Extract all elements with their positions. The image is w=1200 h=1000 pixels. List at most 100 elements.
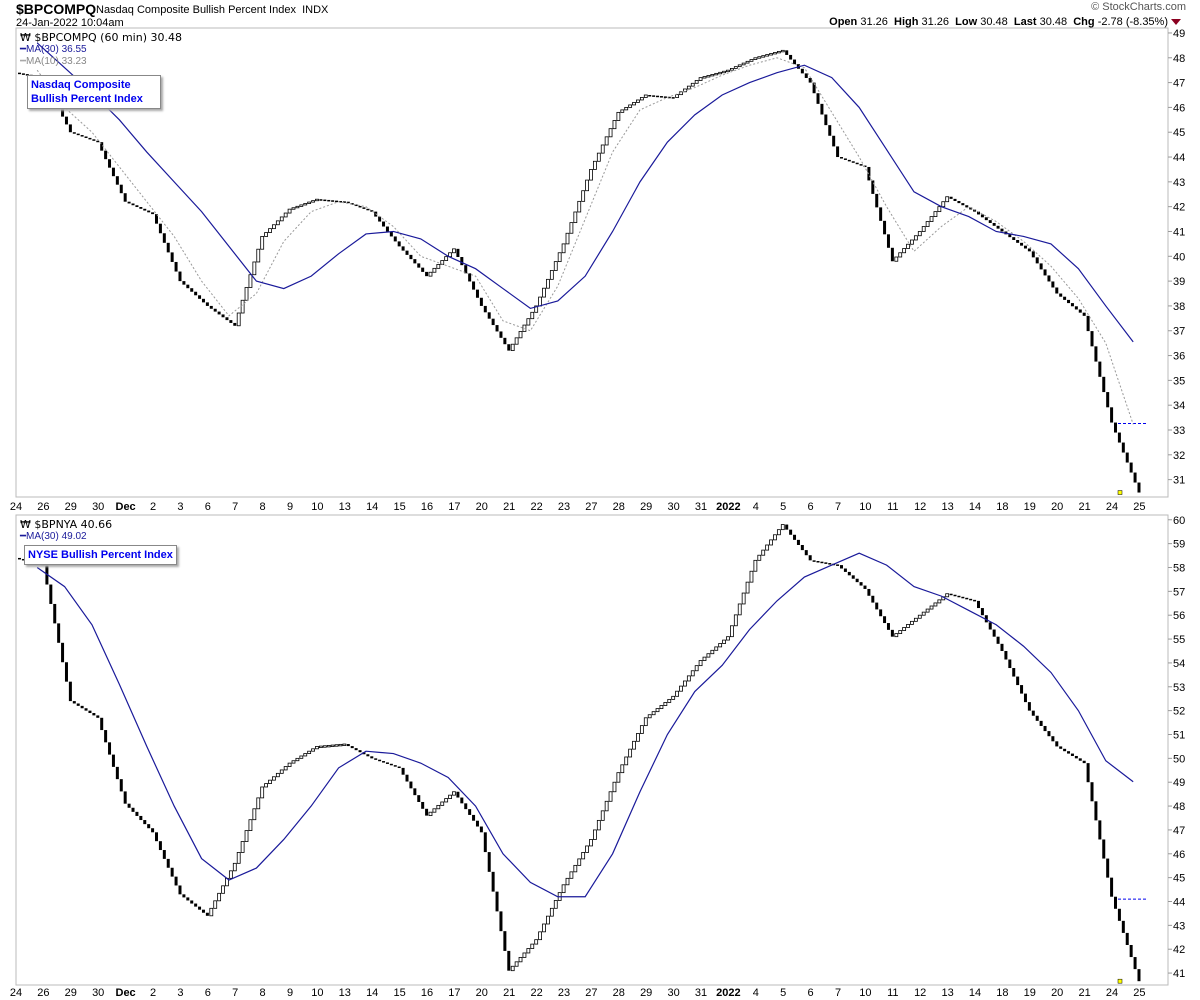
panel-1-xtick-label: 4 [753, 987, 759, 999]
panel-1-price-bar [1133, 957, 1137, 970]
panel-0-price-bar [491, 318, 495, 326]
panel-1-price-bar [569, 871, 574, 879]
panel-0-xtick-label: 29 [640, 501, 652, 513]
chg-label: Chg [1073, 16, 1095, 28]
panel-0-ytick-label: 46 [1173, 102, 1185, 114]
panel-1-price-bar [147, 824, 151, 829]
panel-1-price-bar [561, 884, 566, 894]
panel-1-price-bar [139, 815, 143, 821]
panel-1-price-bar [671, 695, 676, 700]
panel-1-price-bar [260, 786, 265, 799]
panel-0-price-bar [190, 288, 194, 292]
panel-1-price-bar [710, 649, 715, 655]
panel-0-price-bar [569, 222, 574, 234]
panel-1-price-bar [440, 801, 445, 806]
panel-0-price-bar [123, 193, 127, 202]
panel-0-price-bar [808, 77, 812, 83]
last-label: Last [1013, 16, 1037, 28]
panel-1-ytick-label: 46 [1173, 849, 1185, 861]
panel-0-price-bar [346, 201, 350, 204]
panel-0-ytick-label: 47 [1173, 78, 1185, 90]
panel-0-price-bar [64, 116, 68, 125]
panel-0-xtick-label: 27 [585, 501, 597, 513]
panel-1-xtick-label: 10 [859, 987, 871, 999]
panel-0-price-bar [824, 114, 828, 126]
panel-1-price-bar [949, 593, 953, 596]
panel-0-xtick-label: 2022 [716, 501, 740, 513]
panel-1-price-bar [76, 703, 80, 706]
panel-1-price-bar [421, 801, 425, 809]
panel-1-price-bar [957, 595, 961, 598]
panel-0-price-bar [581, 190, 586, 202]
panel-1-price-bar [773, 534, 777, 541]
panel-1-price-bar [64, 662, 68, 682]
panel-0-price-bar [913, 235, 918, 241]
panel-0-price-bar [988, 220, 992, 223]
panel-1-price-bar [151, 828, 155, 833]
panel-0-xtick-label: 2 [150, 501, 156, 513]
panel-0-price-bar [21, 73, 25, 75]
panel-1-price-bar [1055, 741, 1059, 747]
panel-1-price-bar [534, 939, 539, 945]
panel-0-ytick-label: 32 [1173, 450, 1185, 462]
panel-0-price-bar [166, 242, 170, 253]
panel-1-ytick-label: 47 [1173, 825, 1185, 837]
panel-0-price-bar [593, 160, 597, 170]
panel-0-price-bar [793, 59, 797, 65]
panel-1-price-bar [194, 903, 198, 907]
panel-0-price-bar [785, 50, 789, 55]
panel-0-price-bar [737, 64, 742, 68]
panel-0-xtick-label: 8 [260, 501, 266, 513]
panel-0-price-bar [840, 157, 843, 159]
panel-1-price-bar [706, 653, 711, 658]
panel-0-price-bar [151, 212, 155, 215]
panel-0-price-bar [135, 205, 139, 208]
panel-1-ytick-label: 50 [1173, 753, 1185, 765]
panel-1-price-bar [765, 544, 770, 551]
panel-0-price-bar [291, 207, 296, 210]
panel-1-xtick-label: 19 [1024, 987, 1036, 999]
panel-0-xtick-label: 30 [92, 501, 104, 513]
panel-1-price-bar [1117, 908, 1121, 921]
panel-1-price-bar [741, 592, 746, 605]
panel-0-price-bar [178, 271, 182, 282]
panel-0-price-bar [804, 73, 808, 78]
panel-1-price-bar [984, 615, 988, 623]
panel-1-price-bar [1023, 693, 1027, 703]
panel-0-ytick-label: 39 [1173, 276, 1185, 288]
panel-1-price-bar [1020, 685, 1024, 694]
brand-watermark: © StockCharts.com [1091, 1, 1186, 13]
panel-0-price-bar [503, 337, 507, 345]
panel-1-xtick-label: 20 [476, 987, 488, 999]
panel-0-price-bar [456, 248, 460, 258]
panel-1-price-bar [1063, 748, 1067, 752]
panel-0-ytick-label: 44 [1173, 152, 1185, 164]
panel-1-price-bar [1031, 710, 1035, 716]
panel-1-price-bar [600, 810, 605, 821]
panel-0-price-bar [1031, 251, 1035, 258]
panel-0-price-bar [710, 74, 715, 77]
panel-1-price-bar [307, 750, 312, 754]
panel-1-price-bar [785, 524, 789, 530]
panel-1-price-bar [1110, 877, 1114, 897]
panel-0-price-bar [643, 94, 648, 98]
panel-1-price-bar [667, 698, 672, 703]
panel-0-price-bar [1059, 293, 1063, 297]
panel-1-price-bar [804, 550, 808, 556]
panel-1-price-bar [127, 803, 131, 808]
panel-1-price-bar [828, 563, 832, 565]
panel-0-price-bar [820, 103, 824, 115]
panel-1-price-bar [745, 581, 750, 594]
panel-0-price-bar [358, 205, 362, 208]
panel-1-last-marker [1117, 978, 1123, 984]
panel-0-price-bar [1043, 269, 1047, 276]
panel-0-xtick-label: 23 [558, 501, 570, 513]
panel-1-price-bar [295, 757, 300, 762]
panel-0-price-bar [769, 53, 773, 56]
panel-1-price-bar [596, 819, 601, 831]
panel-0-xtick-label: 19 [1024, 501, 1036, 513]
panel-1-price-bar [186, 897, 190, 901]
panel-0-price-bar [303, 203, 308, 206]
panel-1-price-bar [240, 841, 245, 853]
panel-1-price-bar [382, 761, 386, 763]
